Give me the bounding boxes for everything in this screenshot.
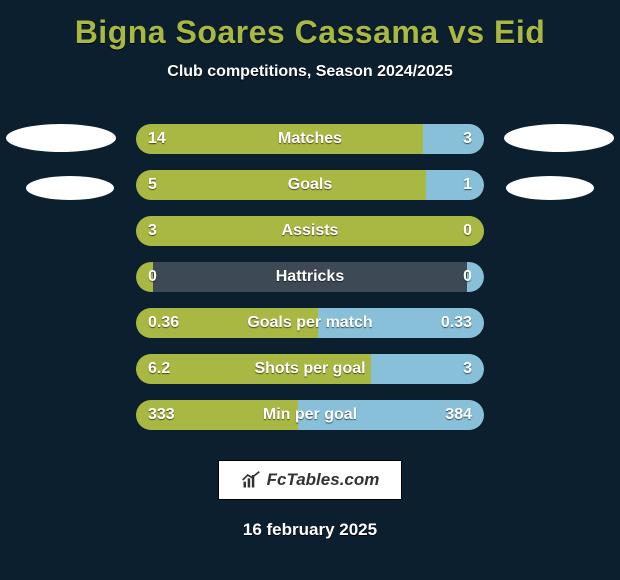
- stat-label: Matches: [136, 124, 484, 154]
- stat-row: 30Assists: [136, 216, 484, 246]
- chart-icon: [241, 470, 261, 490]
- branding-text: FcTables.com: [267, 470, 380, 490]
- page-title: Bigna Soares Cassama vs Eid: [0, 0, 620, 51]
- stat-label: Hattricks: [136, 262, 484, 292]
- stat-row: 143Matches: [136, 124, 484, 154]
- player-right-marker-2: [506, 176, 594, 200]
- stat-row: 00Hattricks: [136, 262, 484, 292]
- stat-label: Goals per match: [136, 308, 484, 338]
- date-text: 16 february 2025: [0, 520, 620, 540]
- player-left-marker-1: [6, 124, 116, 152]
- stat-row: 0.360.33Goals per match: [136, 308, 484, 338]
- stat-row: 6.23Shots per goal: [136, 354, 484, 384]
- stat-label: Shots per goal: [136, 354, 484, 384]
- player-left-marker-2: [26, 176, 114, 200]
- stat-label: Min per goal: [136, 400, 484, 430]
- stats-bars: 143Matches 51Goals 30Assists 00Hattricks 0.3…: [136, 124, 484, 430]
- subtitle: Club competitions, Season 2024/2025: [0, 63, 620, 81]
- stat-row: 51Goals: [136, 170, 484, 200]
- branding-box: FcTables.com: [218, 460, 402, 500]
- stat-label: Goals: [136, 170, 484, 200]
- player-right-marker-1: [504, 124, 614, 152]
- stat-row: 333384Min per goal: [136, 400, 484, 430]
- stat-label: Assists: [136, 216, 484, 246]
